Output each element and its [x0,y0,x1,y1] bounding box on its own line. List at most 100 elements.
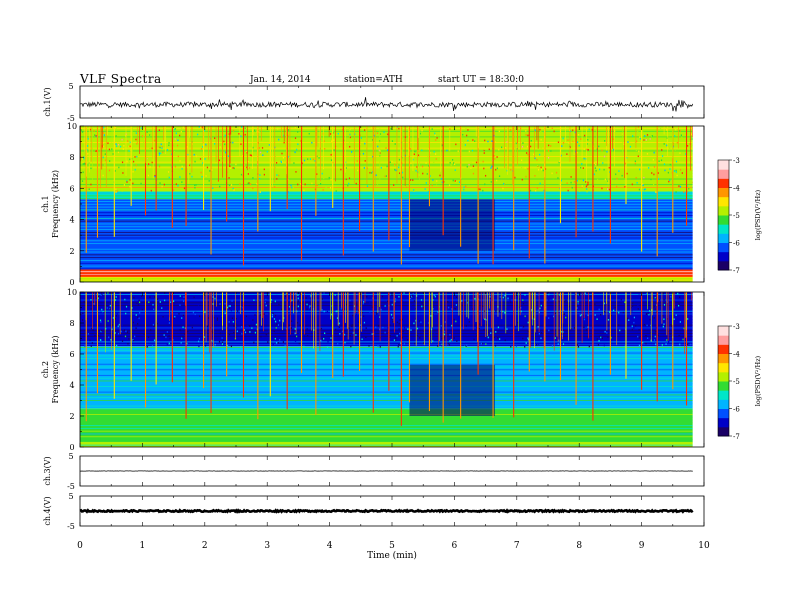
speckle [281,139,283,141]
speckle [536,344,538,346]
speckle [313,315,316,317]
ch1-waveform-frame [79,85,705,119]
speckle [518,298,520,300]
speckle [344,308,346,310]
speckle [379,336,382,339]
speckle [121,324,123,327]
speckle [464,144,467,146]
speckle [176,144,179,147]
speckle [348,295,351,297]
speckle [277,342,279,344]
speckle [218,159,221,162]
speckle [272,343,274,346]
speckle [624,185,626,188]
speckle [118,317,120,320]
speckle [252,187,254,190]
speckle [208,317,210,319]
speckle [616,177,618,180]
speckle [198,337,201,340]
speckle [483,328,485,331]
speckle [224,308,226,310]
y-tick-label: 10 [67,122,77,131]
narrowband-line [80,257,693,259]
speckle [646,292,648,295]
speckle [624,345,626,348]
speckle [360,316,362,318]
speckle [644,188,647,191]
speckle [514,176,516,179]
speckle [241,126,243,128]
speckle [467,144,469,147]
speckle [505,147,507,149]
speckle [472,172,475,175]
speckle [370,172,373,174]
speckle [607,336,609,338]
speckle [330,154,332,156]
speckle [150,134,152,137]
colorbar-label: log(PSD(V²/Hz) [754,189,762,240]
speckle [404,136,407,138]
colorbar-tick-label: -4 [733,351,740,359]
speckle [496,156,498,158]
x-tick-label: 0 [77,541,83,551]
speckle [559,324,561,327]
speckle [182,326,184,329]
narrowband-line [80,254,693,256]
narrowband-line [80,380,693,382]
speckle [122,148,124,150]
speckle [562,137,564,140]
speckle [281,308,283,311]
speckle [510,168,512,171]
speckle [559,160,561,163]
speckle [540,130,542,133]
colorbar-segment [718,408,729,419]
speckle [398,166,400,169]
header-start-time: start UT = 18:30:0 [438,75,524,85]
speckle [258,131,260,133]
speckle [87,137,89,140]
speckle [666,318,669,320]
speckle [378,149,380,152]
speckle [186,342,188,345]
speckle [659,127,662,130]
speckle [307,158,309,160]
speckle [551,127,553,130]
speckle [441,181,443,184]
speckle [102,174,104,177]
speckle [330,159,333,161]
speckle [349,145,351,148]
speckle [394,143,396,145]
speckle [621,133,624,135]
speckle [679,296,681,299]
speckle [238,133,240,135]
speckle [651,309,653,311]
speckle [249,331,251,333]
speckle [151,147,153,150]
speckle [639,168,641,171]
speckle [112,304,115,306]
speckle [564,300,566,303]
speckle [324,332,326,335]
speckle [105,302,107,305]
speckle [268,332,270,335]
speckle [373,293,375,296]
speckle [232,167,234,169]
speckle [395,339,397,342]
narrowband-line [80,130,693,132]
speckle [435,184,438,187]
speckle [216,319,219,321]
speckle [482,189,484,192]
speckle [588,128,590,131]
speckle [507,315,509,318]
speckle [325,186,327,189]
speckle [304,183,306,186]
speckle [97,295,100,298]
speckle [495,168,497,171]
speckle [422,180,424,183]
speckle [128,145,130,148]
speckle [377,320,379,323]
speckle [579,314,582,317]
speckle [502,296,504,299]
speckle [391,303,393,306]
speckle [454,307,457,310]
